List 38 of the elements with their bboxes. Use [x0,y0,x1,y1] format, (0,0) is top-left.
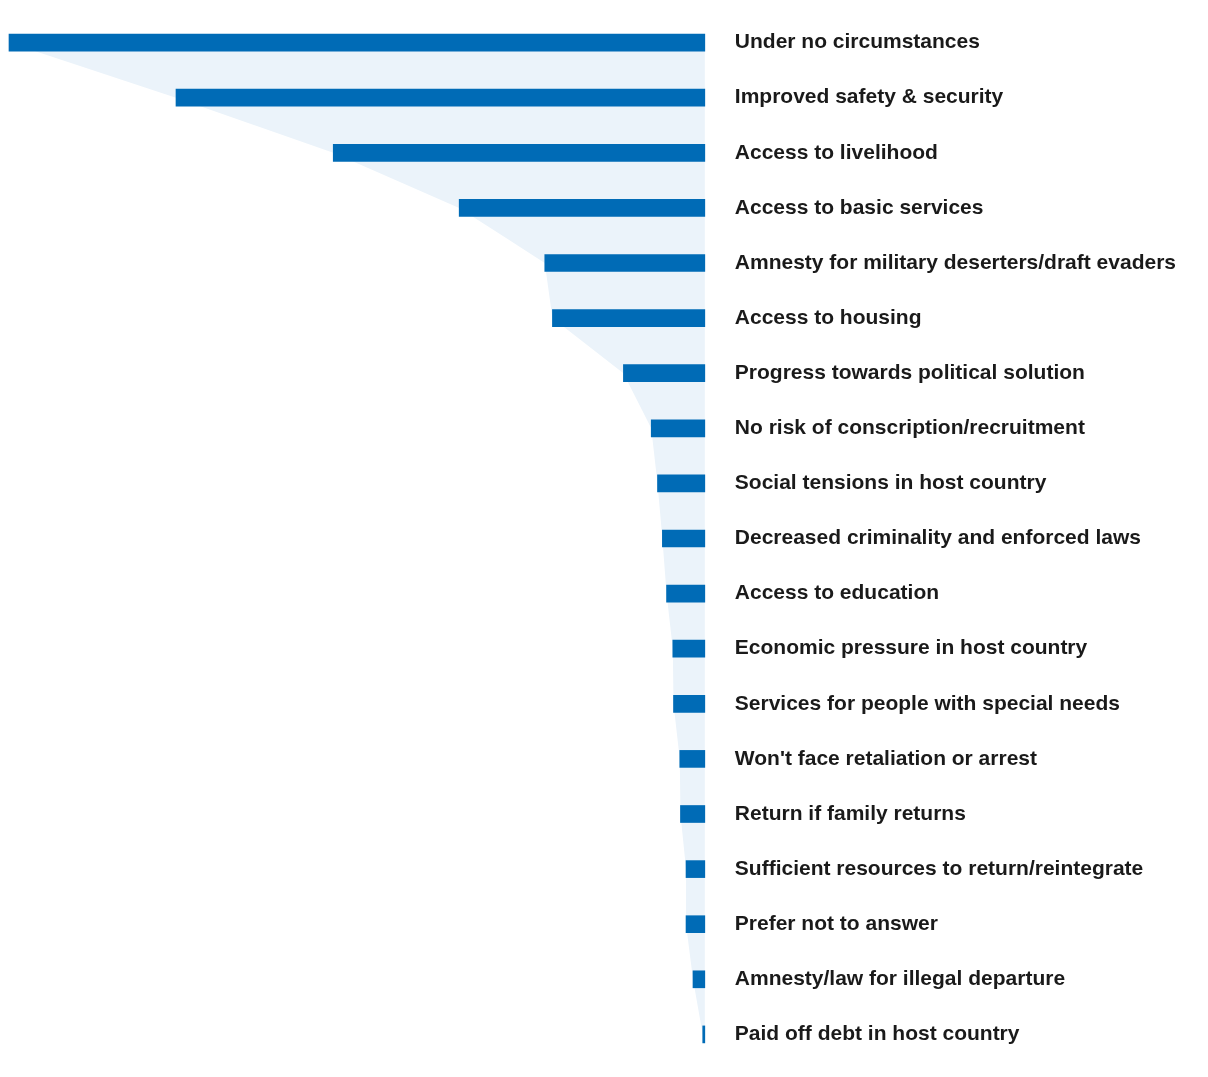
y-tick-label: Under no circumstances [734,29,980,53]
bar [702,1025,706,1044]
y-tick-label: Sufficient resources to return/reintegrate [734,855,1144,879]
bar [544,254,706,272]
bar [650,419,706,438]
bar [332,143,706,162]
y-tick-label: Decreased criminality and enforced laws [734,525,1141,549]
y-tick-label: Access to education [734,580,940,604]
y-tick-label: Access to housing [734,304,922,328]
bar [662,529,706,548]
y-tick-label: Amnesty/law for illegal departure [734,966,1066,990]
y-tick-label: Access to basic services [734,194,984,218]
y-tick-label: Services for people with special needs [734,690,1120,714]
y-tick-label: Progress towards political solution [734,360,1085,383]
y-tick-label: Return if family returns [734,800,966,824]
y-tick-label: Economic pressure in host country [734,635,1088,659]
y-tick-label: Won't face retaliation or arrest [734,745,1037,769]
bar [666,584,706,603]
y-tick-label: Access to livelihood [734,139,938,163]
bar [679,750,706,768]
y-tick-label: No risk of conscription/recruitment [734,415,1085,439]
bar [552,309,706,327]
bar [673,694,706,713]
y-tick-label: Prefer not to answer [734,911,938,934]
bar [175,88,706,107]
bar [458,199,706,217]
bar [685,860,706,878]
bar [672,639,706,658]
bar [692,970,706,989]
y-tick-label: Paid off debt in host country [734,1021,1020,1045]
y-tick-label: Amnesty for military deserters/draft evaders [734,249,1176,273]
bar [657,474,706,493]
y-tick-label: Social tensions in host country [734,470,1047,494]
bar [8,33,706,52]
bar [685,915,706,934]
y-tick-label: Improved safety & security [734,84,1004,108]
bar [623,364,706,383]
bar [680,805,706,823]
